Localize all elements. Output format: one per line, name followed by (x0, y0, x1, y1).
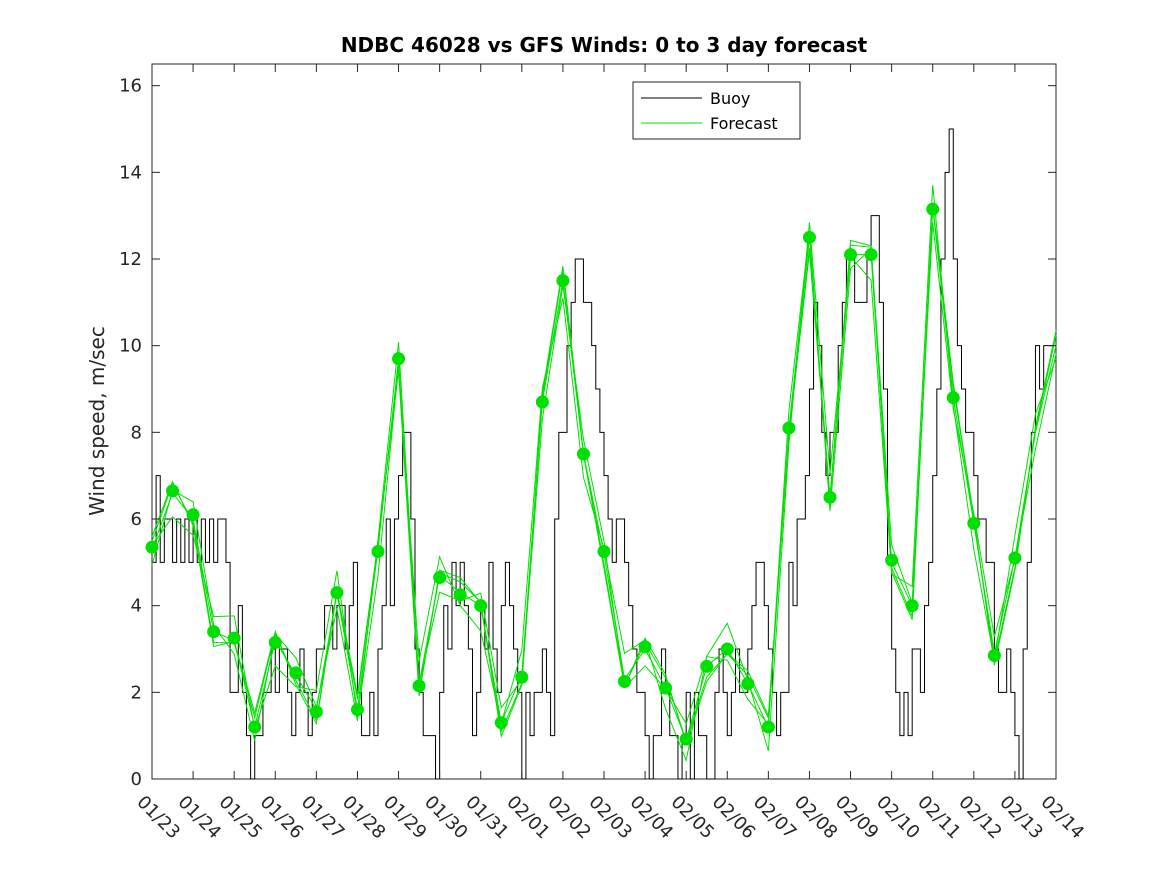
legend-buoy-label: Buoy (710, 89, 750, 108)
forecast-marker (494, 716, 508, 730)
axes-box (151, 63, 1057, 780)
buoy-line (152, 128, 1056, 780)
forecast-marker (207, 625, 221, 639)
forecast-line (151, 222, 1057, 741)
forecast-marker (782, 421, 796, 435)
forecast-marker (186, 508, 200, 522)
forecast-marker (166, 484, 180, 498)
chart-title: NDBC 46028 vs GFS Winds: 0 to 3 day fore… (341, 33, 868, 57)
forecast-marker (535, 395, 549, 409)
forecast-marker (145, 540, 159, 554)
forecast-marker (597, 545, 611, 558)
forecast-marker (350, 703, 364, 717)
y-tick-label: 14 (119, 162, 142, 183)
y-tick-label: 6 (131, 509, 142, 530)
forecast-line (151, 207, 1057, 743)
forecast-marker (679, 732, 693, 746)
forecast-marker (618, 675, 632, 688)
forecast-marker (844, 248, 858, 262)
forecast-marker (638, 640, 652, 654)
forecast-marker (823, 490, 837, 504)
forecast-marker (967, 516, 981, 530)
forecast-marker (659, 681, 673, 695)
forecast-marker (515, 670, 529, 684)
forecast-marker (987, 649, 1001, 662)
forecast-marker (885, 553, 899, 567)
forecast-marker (268, 636, 282, 649)
forecast-marker (741, 677, 755, 691)
buoy-series (152, 128, 1056, 780)
legend-box (632, 81, 801, 140)
forecast-marker (433, 571, 447, 584)
forecast-marker (946, 391, 960, 405)
forecast-marker (227, 631, 241, 645)
forecast-marker (1008, 551, 1022, 565)
forecast-marker (371, 545, 385, 558)
y-axis: 0 2 4 6 8 10 12 14 16 (119, 76, 1056, 790)
forecast-marker (392, 352, 406, 366)
y-axis-label: Wind speed, m/sec (85, 326, 109, 516)
forecast-marker (412, 679, 426, 693)
y-tick-label: 8 (131, 422, 142, 443)
y-tick-label: 2 (131, 682, 142, 703)
forecast-marker (556, 274, 570, 288)
forecast-marker (905, 599, 919, 613)
legend: Buoy Forecast (632, 81, 801, 140)
forecast-marker (289, 666, 303, 680)
y-tick-label: 12 (119, 249, 142, 270)
forecast-marker (864, 248, 878, 262)
forecast-marker (330, 586, 344, 600)
forecast-marker (474, 599, 488, 613)
forecast-line (151, 204, 1057, 746)
forecast-marker (926, 202, 940, 216)
forecast-marker (761, 720, 775, 734)
forecast-marker (576, 447, 590, 461)
forecast-marker (248, 720, 262, 734)
forecast-marker (309, 705, 323, 719)
forecast-marker (720, 642, 734, 656)
legend-forecast-label: Forecast (710, 114, 778, 133)
forecast-marker (453, 588, 467, 602)
forecast-markers (145, 202, 1022, 746)
forecast-marker (802, 230, 816, 244)
y-tick-label: 16 (119, 76, 142, 97)
y-tick-label: 4 (131, 596, 142, 617)
y-tick-label: 0 (131, 769, 142, 790)
y-tick-label: 10 (119, 336, 142, 357)
forecast-marker (700, 659, 714, 673)
